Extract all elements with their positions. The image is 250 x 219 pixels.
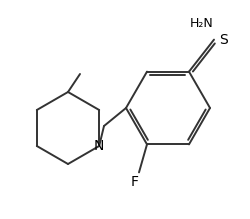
Text: H₂N: H₂N — [189, 17, 213, 30]
Text: S: S — [219, 33, 228, 47]
Text: N: N — [94, 139, 104, 153]
Text: F: F — [130, 175, 138, 189]
